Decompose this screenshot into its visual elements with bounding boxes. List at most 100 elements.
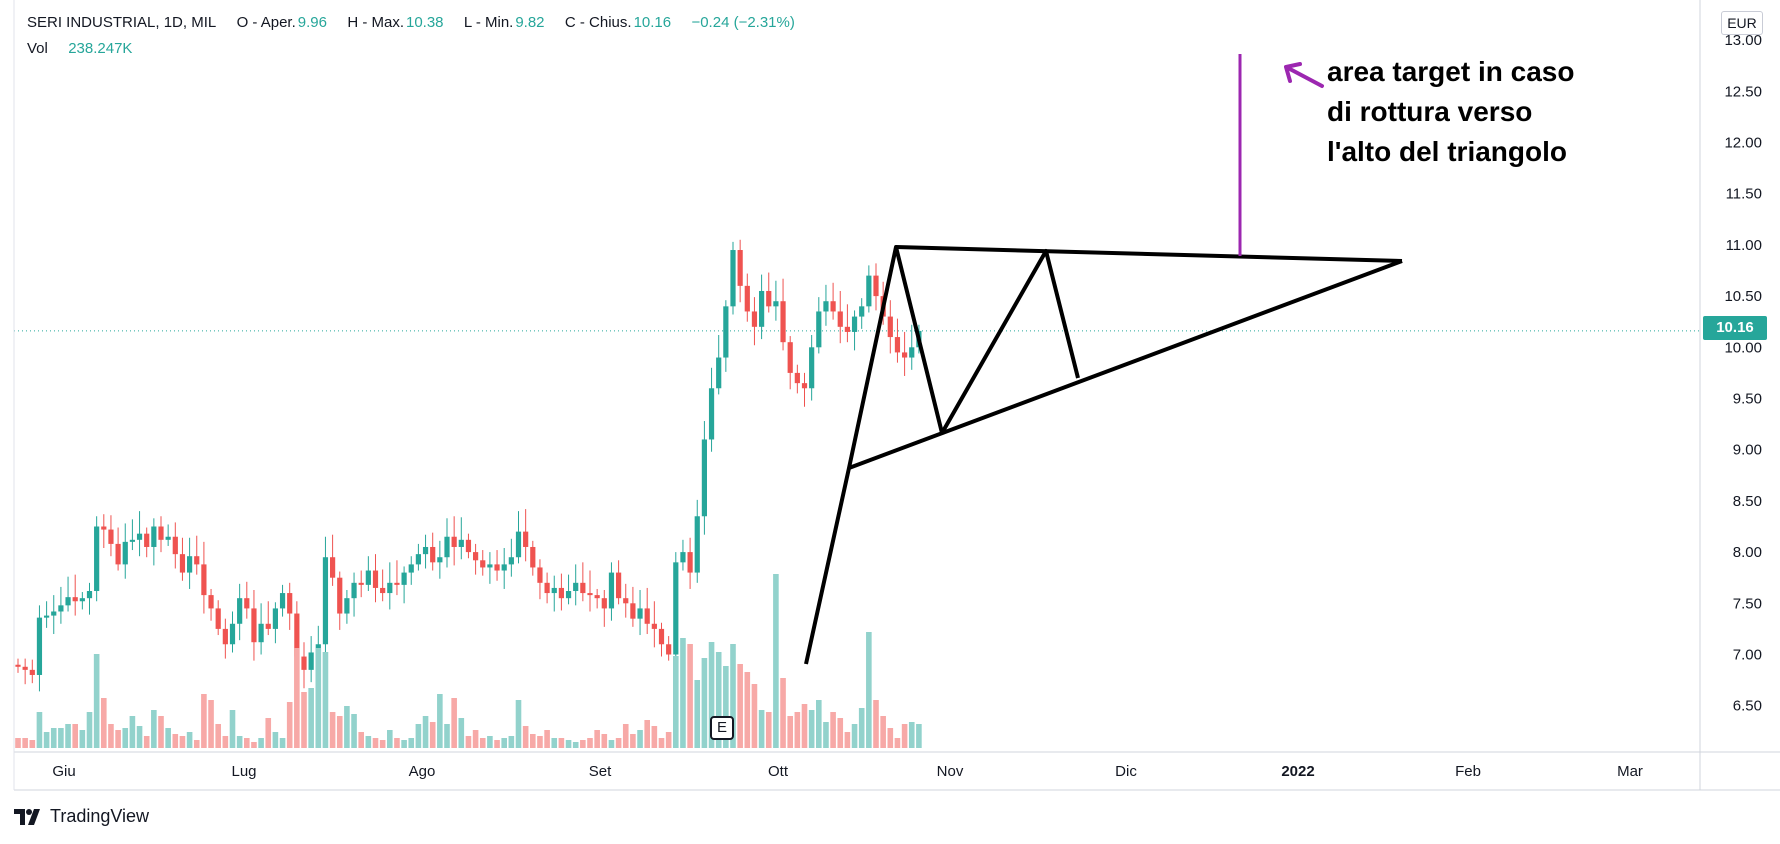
volume-bar — [630, 734, 636, 748]
volume-bar — [737, 664, 743, 748]
candle-body — [387, 582, 393, 594]
candle-body — [337, 577, 343, 614]
candle-body — [866, 275, 872, 307]
candle-body — [580, 582, 586, 594]
candle-body — [458, 539, 464, 547]
candle-body — [573, 582, 579, 592]
volume-bar — [701, 658, 708, 748]
y-tick-label: 9.50 — [1733, 391, 1762, 408]
candle-body — [365, 570, 371, 585]
candle-body — [94, 526, 100, 592]
volume-bar — [765, 712, 772, 748]
volume-bar — [294, 648, 300, 748]
volume-bar — [858, 708, 865, 748]
volume-bar — [515, 700, 522, 748]
volume-bar — [494, 740, 500, 748]
volume-bar — [651, 726, 658, 748]
volume-bar — [601, 734, 608, 748]
candle-body — [79, 598, 85, 602]
x-tick-label: Feb — [1455, 763, 1481, 780]
volume-bar — [673, 656, 679, 748]
volume-bar — [358, 732, 364, 748]
y-tick-label: 8.50 — [1733, 493, 1762, 510]
volume-bar — [472, 730, 479, 748]
tradingview-logo[interactable]: TradingView — [14, 806, 149, 827]
candle-body — [780, 301, 786, 343]
volume-bar — [415, 724, 422, 748]
candle-body — [344, 598, 350, 614]
candle-body — [86, 591, 93, 599]
x-tick-label: Ago — [409, 763, 436, 780]
x-tick-label: Ott — [768, 763, 789, 780]
volume-bar — [322, 652, 329, 748]
volume-bar — [558, 738, 565, 748]
y-tick-label: 12.50 — [1724, 83, 1762, 100]
y-tick-label: 10.50 — [1724, 288, 1762, 305]
y-tick-label: 6.50 — [1733, 698, 1762, 715]
volume-bar — [508, 736, 515, 748]
volume-bar — [758, 710, 765, 748]
open-label: O - Aper. — [236, 14, 296, 31]
volume-bar — [787, 716, 793, 748]
candle-body — [351, 582, 357, 599]
volume-bar — [15, 738, 21, 748]
low-value: 9.82 — [515, 14, 545, 31]
y-tick-label: 12.00 — [1724, 135, 1762, 152]
candle-body — [294, 613, 300, 657]
candle-body — [444, 536, 450, 558]
candle-body — [172, 536, 178, 555]
candle-body — [265, 623, 271, 629]
candle-body — [716, 357, 722, 389]
candle-body — [287, 593, 293, 614]
volume-bar — [136, 726, 143, 748]
volume-bar — [72, 724, 78, 748]
volume-bar — [615, 738, 622, 748]
candle-body — [272, 608, 278, 629]
candle-body — [258, 623, 264, 643]
candle-body — [322, 557, 329, 645]
volume-bar — [251, 742, 257, 748]
volume-bar — [580, 740, 586, 748]
candle-body — [809, 347, 815, 389]
candle-body — [873, 275, 879, 297]
candle-body — [637, 608, 643, 619]
volume-bar — [780, 678, 786, 748]
volume-bar — [401, 740, 407, 748]
volume-bar — [694, 680, 701, 748]
volume-bar — [93, 654, 100, 748]
volume-bar — [823, 722, 829, 748]
candle-body — [523, 531, 529, 547]
volume-bar — [43, 732, 50, 748]
candle-body — [244, 598, 250, 609]
candle-body — [851, 316, 858, 332]
currency-button[interactable]: EUR — [1721, 11, 1763, 35]
candle-body — [51, 611, 57, 616]
volume-bar — [708, 642, 715, 748]
open-value: 9.96 — [297, 14, 327, 31]
earnings-marker[interactable]: E — [710, 716, 734, 740]
candle-body — [44, 615, 50, 618]
volume-bar — [665, 732, 672, 748]
candle-body — [601, 598, 607, 609]
volume-bar — [422, 716, 429, 748]
candle-body — [751, 311, 758, 327]
x-tick-label: Giu — [52, 763, 75, 780]
chart-legend: SERI INDUSTRIAL, 1D, MIL O - Aper. 9.96 H… — [27, 10, 797, 62]
volume-bar — [265, 718, 272, 748]
candle-body — [551, 587, 557, 594]
volume-bar — [50, 728, 57, 748]
volume-bar — [565, 740, 572, 748]
volume-bar — [215, 724, 221, 748]
candle-body — [437, 557, 443, 563]
upper-trendline — [895, 245, 1403, 263]
high-label: H - Max. — [347, 14, 404, 31]
volume-bar — [308, 688, 314, 748]
volume-bar — [279, 738, 286, 748]
symbol-label: SERI INDUSTRIAL, 1D, MIL — [27, 14, 217, 31]
low-label: L - Min. — [463, 14, 514, 31]
volume-bar — [637, 730, 643, 748]
volume-bar — [908, 722, 915, 748]
volume-bar — [22, 738, 28, 748]
arrow-head — [1284, 62, 1302, 83]
